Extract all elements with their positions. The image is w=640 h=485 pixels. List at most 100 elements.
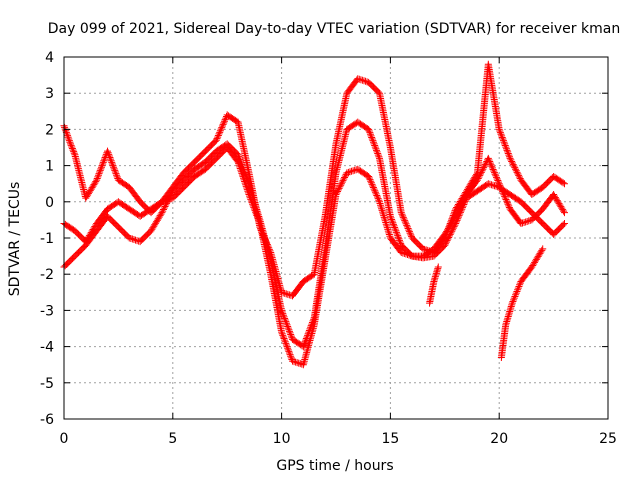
data-point [127, 235, 135, 243]
data-point [508, 159, 516, 167]
data-point [302, 336, 310, 344]
data-point [447, 216, 455, 224]
data-point [477, 168, 485, 176]
data-point [278, 308, 286, 316]
data-point [511, 164, 519, 172]
data-point [400, 215, 408, 223]
data-point [107, 157, 115, 165]
data-point [466, 181, 474, 189]
data-point [278, 306, 286, 314]
data-point [443, 229, 451, 237]
data-point [449, 211, 457, 219]
data-point [234, 151, 242, 159]
data-point [343, 169, 351, 177]
data-point [306, 325, 314, 333]
series-5 [497, 245, 547, 361]
data-point [288, 357, 296, 365]
x-tick-label: 5 [168, 431, 177, 447]
data-point [381, 217, 389, 225]
data-point [504, 200, 512, 208]
data-point [509, 161, 517, 169]
data-point [106, 154, 114, 162]
data-point [296, 360, 304, 368]
data-point [286, 329, 294, 337]
data-point [128, 235, 136, 243]
data-point [369, 138, 377, 146]
data-point [499, 188, 507, 196]
data-point [506, 306, 514, 314]
data-point [513, 168, 521, 176]
x-tick-label: 10 [273, 431, 291, 447]
data-point [556, 201, 564, 209]
data-point [484, 180, 492, 188]
data-point [369, 182, 377, 190]
data-point [368, 133, 376, 141]
data-point [461, 190, 469, 198]
data-point [278, 330, 286, 338]
data-point [398, 210, 406, 218]
data-point [440, 235, 448, 243]
data-point [96, 166, 104, 174]
data-point [471, 173, 479, 181]
data-point [221, 116, 229, 124]
data-point [515, 173, 523, 181]
data-point [560, 180, 568, 188]
data-point [551, 194, 559, 202]
data-point [91, 179, 99, 187]
data-point [281, 338, 289, 346]
data-point [365, 127, 373, 135]
data-point [399, 212, 407, 220]
data-point [380, 213, 388, 221]
data-point [538, 246, 546, 254]
data-point [218, 122, 226, 130]
series-4 [426, 263, 442, 307]
data-point [513, 287, 521, 295]
data-point [397, 209, 405, 217]
data-point [65, 137, 73, 145]
data-point [301, 338, 309, 346]
data-point [367, 179, 375, 187]
data-point [508, 299, 516, 307]
data-point [281, 314, 289, 322]
data-point [515, 282, 523, 290]
data-point [357, 76, 365, 84]
data-point [293, 359, 301, 367]
data-point [401, 217, 409, 225]
data-point [493, 175, 501, 183]
data-point [284, 344, 292, 352]
data-point [462, 188, 470, 196]
data-point [512, 289, 520, 297]
data-point [520, 218, 528, 226]
data-point [560, 220, 568, 228]
data-point [148, 225, 156, 233]
data-point [378, 206, 386, 214]
data-point [152, 218, 160, 226]
data-point [495, 178, 503, 186]
data-point [260, 233, 268, 241]
data-point [83, 193, 91, 201]
data-point [287, 352, 295, 360]
data-point [286, 351, 294, 359]
data-point [66, 138, 74, 146]
data-point [213, 135, 221, 143]
data-point [503, 199, 511, 207]
data-point [503, 318, 511, 326]
data-point [125, 234, 133, 242]
data-point [156, 212, 164, 220]
data-point [303, 333, 311, 341]
data-point [502, 196, 510, 204]
data-point [495, 125, 503, 133]
data-point [354, 75, 362, 83]
data-point [444, 224, 452, 232]
data-point [112, 170, 120, 178]
data-point [391, 225, 399, 233]
data-point [94, 173, 102, 181]
data-point [536, 249, 544, 257]
data-point [505, 203, 513, 211]
data-point [371, 187, 379, 195]
data-point [383, 224, 391, 232]
data-point [373, 148, 381, 156]
data-point [349, 167, 357, 175]
data-point [559, 221, 567, 229]
data-point [337, 181, 345, 189]
